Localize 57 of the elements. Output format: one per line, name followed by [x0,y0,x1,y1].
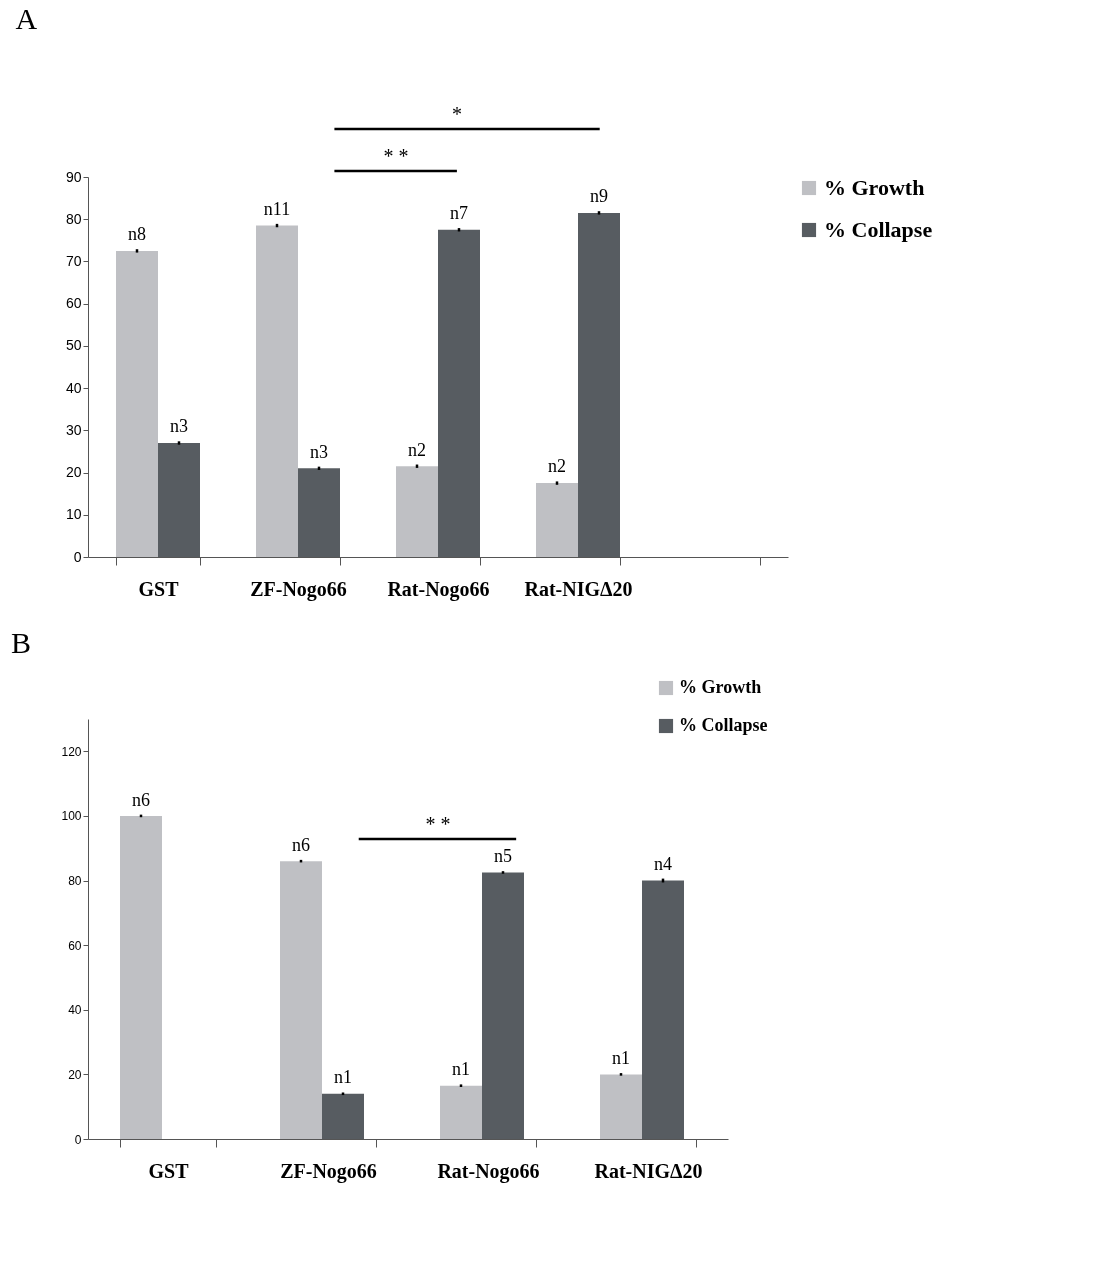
bar [120,815,162,1139]
legend-label: % Growth [824,175,925,200]
chart-title: A [15,2,38,35]
y-tick-label: 30 [65,421,82,438]
data-label: n1 [612,1048,630,1069]
x-tick-label: GST [138,577,180,600]
x-tick-label: GST [148,1159,190,1182]
data-label: n3 [170,416,188,437]
text: * [451,103,462,125]
bar [440,1085,482,1139]
bar [116,250,158,557]
bar [396,466,438,557]
y-tick-label: 40 [68,1003,82,1018]
bar [280,861,322,1139]
legend-label: % Growth [679,677,762,697]
data-label: n6 [132,789,150,810]
chart-title: B [10,626,31,659]
y-tick-label: 100 [61,809,82,824]
data-label: n4 [654,853,672,874]
bar [256,225,298,557]
legend-label: % Collapse [824,217,933,242]
data-label: n2 [408,439,426,460]
y-tick-label: 20 [68,1067,82,1082]
y-tick-label: 80 [65,210,82,227]
annotation: * * [425,813,451,835]
y-tick-label: 40 [65,379,82,396]
y-tick-label: 80 [68,874,82,889]
bar [536,483,578,557]
legend-label: % Collapse [679,715,768,735]
x-tick-label: Rat-NIGΔ20 [594,1159,703,1182]
y-tick-label: 90 [65,168,82,185]
data-label: n1 [452,1059,470,1080]
data-label: n6 [292,834,310,855]
data-label: n7 [450,203,468,224]
x-tick-label: Rat-Nogo66 [387,577,490,601]
y-tick-label: 20 [65,464,82,481]
y-tick-label: 10 [65,506,82,523]
y-tick-label: 70 [65,252,82,269]
data-label: n3 [310,441,328,462]
y-tick-label: 0 [74,1132,82,1147]
data-label: n8 [128,224,146,245]
x-tick-label: Rat-NIGΔ20 [524,577,633,600]
y-tick-label: 50 [65,337,82,354]
x-tick-label: ZF-Nogo66 [280,1159,377,1183]
y-tick-label: 0 [73,548,82,565]
bar [600,1074,642,1139]
y-tick-label: 120 [61,744,82,759]
y-tick-label: 60 [68,938,82,953]
y-tick-label: 60 [65,295,82,312]
data-label: n2 [548,456,566,477]
data-label: n9 [590,186,608,207]
text: * * [383,145,409,167]
data-label: n11 [263,198,291,219]
data-label: n5 [494,846,512,867]
data-label: n1 [334,1067,352,1088]
x-tick-label: ZF-Nogo66 [250,577,347,601]
x-tick-label: Rat-Nogo66 [437,1159,540,1183]
